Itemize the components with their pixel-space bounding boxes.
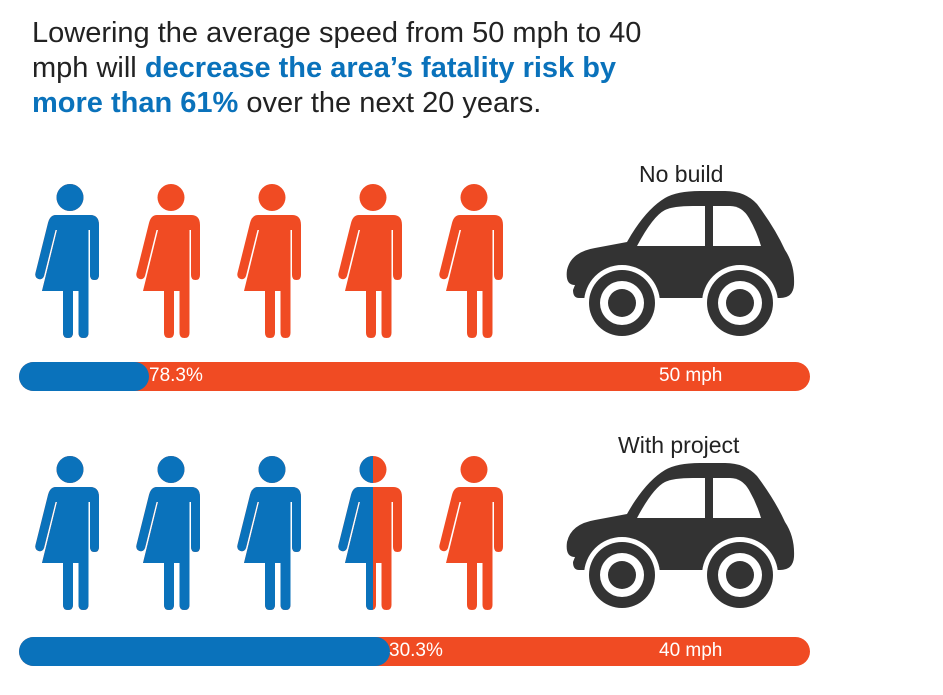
car-window-front — [637, 206, 705, 246]
car-icon — [566, 191, 795, 341]
person-at-risk — [237, 184, 302, 338]
scenario-no-build: No build 78.3% 50 mph — [0, 150, 943, 410]
risk-bar: 30.3% 40 mph — [19, 637, 810, 666]
person-safe — [35, 184, 100, 338]
person-at-risk — [439, 184, 504, 338]
person-icon — [136, 184, 201, 338]
risk-percent-label: 78.3% — [149, 365, 203, 386]
person-safe — [136, 456, 201, 610]
person-icon — [237, 456, 302, 610]
person-safe — [338, 456, 373, 610]
people-icons — [35, 184, 795, 341]
person-icon — [35, 184, 100, 338]
headline-text-end: over the next 20 years. — [238, 87, 542, 119]
person-icon — [136, 456, 201, 610]
risk-bar-safe-segment — [19, 362, 149, 391]
person-safe — [237, 456, 302, 610]
risk-bar-safe-segment — [19, 637, 390, 666]
speed-label: 50 mph — [659, 365, 723, 386]
person-icon — [35, 456, 100, 610]
person-at-risk — [136, 184, 201, 338]
car-window-rear — [713, 206, 761, 246]
car-icon — [566, 463, 795, 613]
headline: Lowering the average speed from 50 mph t… — [32, 16, 672, 121]
person-icon — [439, 456, 504, 610]
risk-bar: 78.3% 50 mph — [19, 362, 810, 391]
person-at-risk — [338, 184, 403, 338]
car-window-rear — [713, 478, 761, 518]
risk-percent-label: 30.3% — [389, 640, 443, 661]
speed-label: 40 mph — [659, 640, 723, 661]
person-icon — [338, 184, 403, 338]
headline-text: Lowering the average speed from 50 mph t… — [32, 17, 642, 84]
people-icons — [35, 456, 795, 613]
person-icon — [338, 456, 403, 610]
car-window-front — [637, 478, 705, 518]
scenario-label: No build — [639, 161, 724, 187]
headline-highlight: decrease the area’s fatality risk by mor… — [32, 52, 617, 119]
scenario-with-project: With project 30.3% 40 mph — [0, 422, 943, 682]
scenario-label: With project — [618, 432, 740, 458]
person-safe — [35, 456, 100, 610]
person-icon — [237, 184, 302, 338]
person-at-risk — [439, 456, 504, 610]
person-icon — [439, 184, 504, 338]
